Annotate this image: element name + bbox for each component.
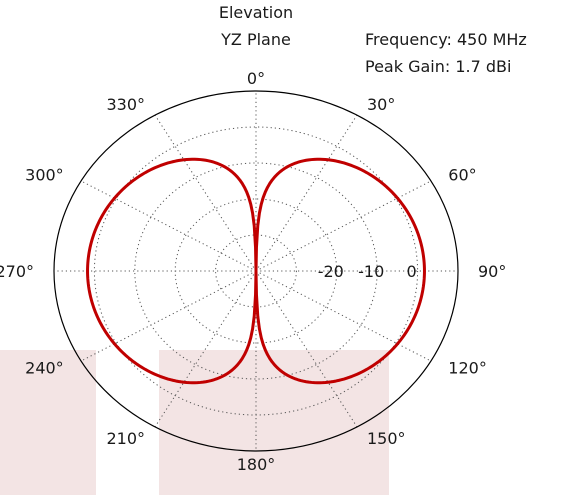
grid-spoke — [255, 270, 432, 362]
grid-spoke — [255, 114, 358, 272]
angle-tick-label: 270° — [0, 262, 34, 281]
grid-spoke — [154, 114, 257, 272]
grid-spoke — [80, 270, 257, 362]
angle-tick-label: 150° — [367, 429, 406, 448]
radial-tick-labels: -20 -10 0 — [318, 262, 417, 281]
angle-tick-label: 120° — [448, 359, 487, 378]
grid-ring — [134, 162, 378, 380]
angle-tick-label: 300° — [25, 166, 64, 185]
angle-tick-label: 180° — [237, 455, 276, 474]
radial-tick-label: -10 — [358, 262, 384, 281]
grid-spoke — [80, 180, 257, 272]
grid-spoke — [255, 180, 432, 272]
grid-spoke — [154, 270, 257, 428]
grid-spoke — [255, 270, 358, 428]
angle-tick-label: 210° — [106, 429, 145, 448]
angle-tick-label: 0° — [247, 69, 265, 88]
radial-tick-label: -20 — [318, 262, 344, 281]
shaded-region-left — [0, 350, 96, 495]
angle-tick-label: 60° — [448, 166, 476, 185]
peak-gain-info: Peak Gain: 1.7 dBi — [365, 57, 511, 76]
angle-tick-labels: 0° 30° 60° 90° 120° 150° 180° 210° 240° 270° 300° 3… — [0, 69, 506, 474]
radial-tick-label: 0 — [407, 262, 417, 281]
gain-trace — [86, 157, 426, 385]
angle-tick-label: 30° — [367, 95, 395, 114]
polar-frame — [53, 90, 459, 452]
angle-tick-label: 330° — [106, 95, 145, 114]
frequency-info: Frequency: 450 MHz — [365, 30, 527, 49]
chart-title-line-2: YZ Plane — [220, 30, 291, 49]
angle-tick-label: 90° — [478, 262, 506, 281]
angle-tick-label: 240° — [25, 359, 64, 378]
chart-title-line-1: Elevation — [219, 3, 293, 22]
shaded-region-center — [159, 350, 389, 495]
